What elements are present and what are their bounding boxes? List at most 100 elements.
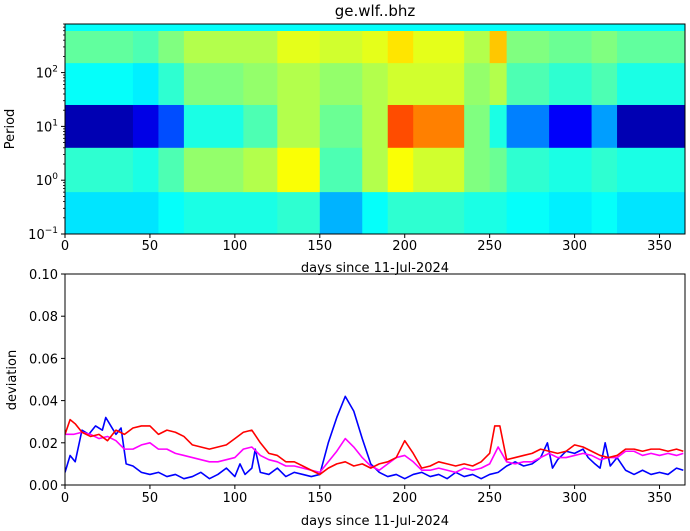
heatmap-cell	[617, 104, 685, 149]
heatmap-cell	[464, 192, 491, 234]
top-x-axis-label: days since 11-Jul-2024	[301, 261, 449, 276]
top-x-axis-ticks: 0 50 100 150 200 250 300 350	[61, 234, 672, 254]
heatmap-cell	[413, 147, 465, 193]
y-tick-label: 0.10	[29, 268, 58, 283]
top-y-axis-ticks: 10−1 100 101 102	[28, 23, 65, 243]
heatmap-cell	[65, 104, 134, 149]
heatmap-cell	[413, 192, 465, 234]
heatmap-cell	[319, 147, 363, 193]
x-tick-label: 350	[647, 491, 672, 506]
heatmap-cell	[362, 192, 389, 234]
heatmap-cell	[591, 63, 618, 106]
y-tick-label: 0.00	[29, 479, 58, 494]
heatmap-cell	[549, 104, 593, 149]
x-tick-label: 100	[222, 239, 247, 254]
heatmap-cell	[489, 147, 508, 193]
y-tick-label: 102	[36, 65, 58, 82]
x-tick-label: 250	[477, 239, 502, 254]
bottom-y-axis-ticks: 0.00 0.02 0.04 0.06 0.08 0.10	[29, 268, 65, 494]
deviation-lines	[65, 395, 684, 480]
x-tick-label: 50	[142, 491, 159, 506]
heatmap-cell	[243, 147, 278, 193]
chart-title: ge.wlf..bhz	[335, 2, 416, 20]
heatmap-cell	[319, 63, 363, 106]
heatmap-cell	[362, 104, 389, 149]
x-tick-label: 150	[307, 491, 332, 506]
heatmap-cell	[549, 192, 593, 234]
heatmap-cell	[506, 104, 550, 149]
heatmap-cell	[549, 147, 593, 193]
heatmap-cell	[183, 104, 244, 149]
y-tick-label: 0.02	[29, 437, 58, 452]
heatmap-cell	[591, 192, 618, 234]
deviation-panel: 0 50 100 150 200 250 300 350 0.000.020.040.060.…	[5, 268, 686, 529]
x-tick-label: 0	[61, 491, 69, 506]
heatmap-cell	[464, 104, 491, 149]
heatmap-cells	[65, 24, 685, 234]
heatmap-cell	[158, 147, 185, 193]
heatmap-cell	[464, 147, 491, 193]
heatmap-cell	[591, 104, 618, 149]
heatmap-cell	[132, 104, 160, 149]
x-tick-label: 0	[61, 239, 69, 254]
heatmap-cell	[387, 147, 414, 193]
heatmap-cell	[413, 63, 465, 106]
y-tick-label: 0.08	[29, 310, 58, 325]
heatmap-cell	[277, 147, 321, 193]
y-tick-label: 101	[36, 118, 58, 135]
series-line-2	[65, 431, 684, 474]
heatmap-cell	[549, 63, 593, 106]
heatmap-cell	[243, 192, 278, 234]
heatmap-cell	[243, 63, 278, 106]
heatmap-cell	[158, 63, 185, 106]
bottom-y-axis-label: deviation	[5, 350, 20, 410]
heatmap-cell	[489, 24, 508, 64]
heatmap-cell	[65, 63, 134, 106]
heatmap-cell	[277, 192, 321, 234]
heatmap-cell	[277, 63, 321, 106]
heatmap-cell	[387, 104, 414, 149]
heatmap-cell	[617, 63, 685, 106]
heatmap-cell	[506, 63, 550, 106]
x-tick-label: 50	[142, 239, 159, 254]
bottom-x-axis-ticks: 0 50 100 150 200 250 300 350	[61, 485, 672, 506]
x-tick-label: 300	[562, 239, 587, 254]
series-line-1	[65, 395, 684, 480]
heatmap-cell	[183, 63, 244, 106]
heatmap-cell	[387, 63, 414, 106]
heatmap-cell	[387, 192, 414, 234]
x-tick-label: 350	[647, 239, 672, 254]
heatmap-cell	[617, 192, 685, 234]
heatmap-cell	[362, 147, 389, 193]
heatmap-cell	[132, 63, 160, 106]
heatmap-cell	[277, 104, 321, 149]
x-tick-label: 200	[392, 491, 417, 506]
heatmap-cell	[413, 104, 465, 149]
heatmap-cell	[464, 63, 491, 106]
spectrogram-panel: ge.wlf..bhz 0 50 100 150 200 250 300 350 10−110…	[3, 2, 686, 276]
heatmap-cell	[489, 104, 508, 149]
heatmap-cell	[506, 192, 550, 234]
y-tick-label: 0.06	[29, 352, 58, 367]
heatmap-cell	[319, 104, 363, 149]
top-y-axis-label: Period	[3, 109, 18, 150]
y-tick-label: 100	[36, 172, 59, 189]
heatmap-cell	[506, 147, 550, 193]
heatmap-cell	[158, 104, 185, 149]
y-tick-label: 10−1	[28, 226, 58, 243]
x-tick-label: 100	[222, 491, 247, 506]
heatmap-cell	[489, 63, 508, 106]
x-tick-label: 200	[392, 239, 417, 254]
heatmap-cell	[65, 147, 134, 193]
heatmap-cell	[183, 147, 244, 193]
bottom-plot-frame	[64, 273, 686, 486]
x-tick-label: 150	[307, 239, 332, 254]
x-tick-label: 300	[562, 491, 587, 506]
heatmap-cell	[158, 192, 185, 234]
y-tick-label: 0.04	[29, 395, 58, 410]
heatmap-cell	[362, 63, 389, 106]
heatmap-cell	[489, 192, 508, 234]
series-line-3	[65, 418, 684, 476]
heatmap-cell	[243, 104, 278, 149]
